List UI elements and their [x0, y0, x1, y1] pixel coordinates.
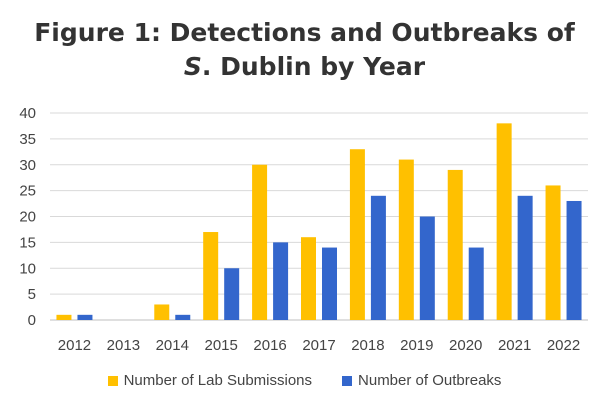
x-tick-label-2015: 2015 — [204, 337, 237, 354]
bar-outbreaks-2022 — [566, 200, 582, 320]
chart-title-line-2-rest: . Dublin by Year — [201, 52, 426, 81]
x-tick-label-2021: 2021 — [498, 337, 531, 354]
bar-lab-submissions-2019 — [398, 159, 414, 320]
bar-lab-submissions-2016 — [252, 164, 268, 320]
x-tick-label-2019: 2019 — [400, 337, 433, 354]
bar-lab-submissions-2014 — [154, 304, 170, 320]
y-tick-label-15: 15 — [19, 234, 36, 251]
bar-outbreaks-2021 — [517, 195, 533, 320]
bar-outbreaks-2012 — [77, 314, 93, 320]
bar-outbreaks-2016 — [273, 242, 289, 320]
bar-lab-submissions-2022 — [545, 185, 561, 320]
legend-item-lab-submissions: Number of Lab Submissions — [107, 372, 313, 389]
chart-title-italic-s: S — [183, 52, 202, 81]
legend-label-lab-submissions: Number of Lab Submissions — [123, 372, 313, 389]
bar-lab-submissions-2012 — [56, 314, 72, 320]
bar-outbreaks-2017 — [322, 247, 337, 320]
chart-title-line-2: S. Dublin by Year — [0, 50, 609, 84]
bar-outbreaks-2015 — [224, 268, 240, 320]
legend-swatch-lab-submissions — [107, 375, 118, 386]
bar-outbreaks-2014 — [175, 314, 191, 320]
x-tick-label-2017: 2017 — [302, 337, 335, 354]
bar-lab-submissions-2017 — [301, 237, 316, 320]
x-tick-label-2020: 2020 — [449, 337, 482, 354]
chart-title-line-1: Figure 1: Detections and Outbreaks of — [34, 18, 575, 47]
y-tick-label-20: 20 — [19, 209, 36, 226]
legend: Number of Lab Submissions Number of Outb… — [0, 372, 609, 389]
x-tick-label-2013: 2013 — [107, 337, 140, 354]
y-tick-label-35: 35 — [19, 131, 36, 148]
x-tick-label-2014: 2014 — [156, 337, 189, 354]
bar-outbreaks-2018 — [370, 195, 386, 320]
y-tick-label-5: 5 — [28, 286, 36, 303]
x-tick-label-2012: 2012 — [58, 337, 91, 354]
bar-lab-submissions-2015 — [203, 232, 219, 320]
bar-lab-submissions-2021 — [496, 123, 512, 320]
bar-lab-submissions-2020 — [447, 169, 463, 320]
x-tick-label-2022: 2022 — [547, 337, 580, 354]
legend-label-outbreaks: Number of Outbreaks — [358, 372, 502, 389]
x-tick-label-2018: 2018 — [351, 337, 384, 354]
bar-outbreaks-2019 — [419, 216, 435, 320]
y-tick-label-10: 10 — [19, 260, 36, 277]
y-tick-label-40: 40 — [19, 105, 36, 122]
bar-lab-submissions-2018 — [349, 149, 365, 320]
legend-swatch-outbreaks — [342, 375, 353, 386]
bar-outbreaks-2020 — [468, 247, 484, 320]
y-tick-label-0: 0 — [28, 312, 36, 329]
x-tick-label-2016: 2016 — [253, 337, 286, 354]
y-tick-label-30: 30 — [19, 157, 36, 174]
chart-title: Figure 1: Detections and Outbreaks of S.… — [0, 16, 609, 84]
y-tick-label-25: 25 — [19, 183, 36, 200]
legend-item-outbreaks: Number of Outbreaks — [342, 372, 501, 389]
